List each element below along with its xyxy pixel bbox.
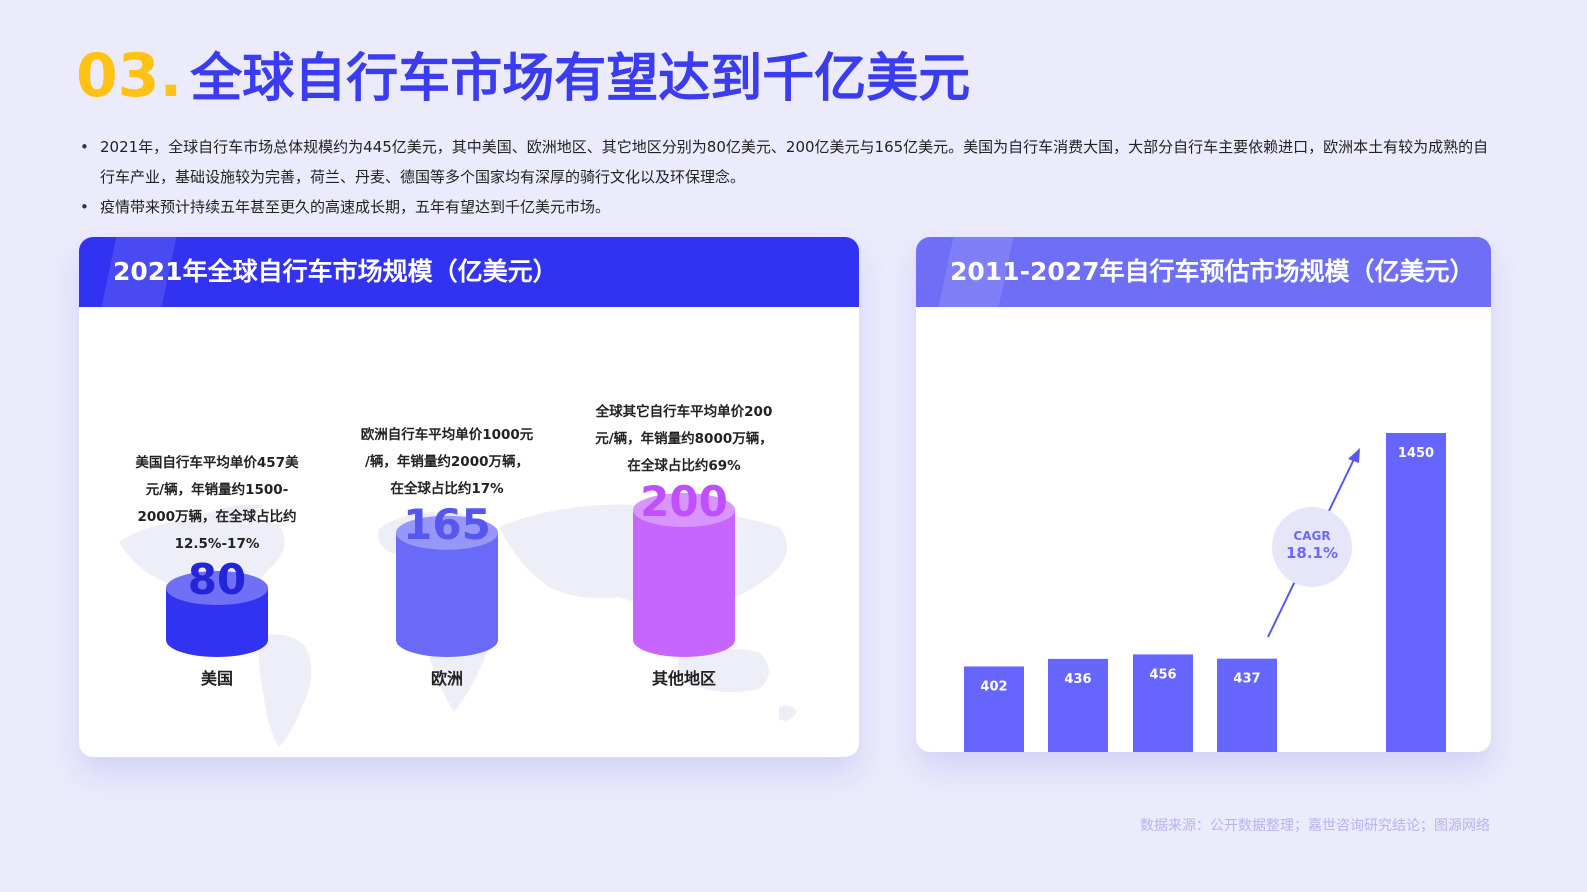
cylinder-1: 165 欧洲 欧洲自行车平均单价1000元/辆，年销量约2000万辆， 在全球占比约1… xyxy=(361,426,534,688)
arrowhead-icon xyxy=(1348,448,1360,463)
bar xyxy=(1048,658,1108,752)
bar-value-label: 436 xyxy=(1064,672,1091,687)
cagr-label: CAGR xyxy=(1293,529,1330,543)
cylinder-body xyxy=(633,510,735,657)
note-line: 在全球占比约17% xyxy=(390,480,504,497)
card-title: 2011-2027年自行车预估市场规模（亿美元） xyxy=(950,257,1475,286)
market-2021-card: 2021年全球自行车市场规模（亿美元） 80 美国 美国自行车平均单价457美 元/辆… xyxy=(79,237,859,757)
cylinder-top xyxy=(396,515,498,550)
cagr-bubble xyxy=(1272,507,1352,587)
market-forecast-card: 2011-2027年自行车预估市场规模（亿美元） 402201143620154… xyxy=(916,237,1491,752)
value-label: 80 xyxy=(188,555,246,604)
bar-2027E: 14502027E xyxy=(1386,433,1446,752)
bar-2020: 4372020 xyxy=(1217,658,1277,752)
section-number: 03. xyxy=(76,41,183,111)
cylinder-body xyxy=(396,532,498,657)
card-header: 2011-2027年自行车预估市场规模（亿美元） xyxy=(916,237,1491,307)
bullet-item: 2021年，全球自行车市场总体规模约为445亿美元，其中美国、欧洲地区、其它地区… xyxy=(80,132,1500,192)
bar xyxy=(964,666,1024,752)
cylinder-body xyxy=(166,588,268,657)
card-title: 2021年全球自行车市场规模（亿美元） xyxy=(113,257,558,286)
bar-2016: 4562016 xyxy=(1133,654,1193,752)
cylinder-top xyxy=(166,571,268,605)
data-source: 数据来源：公开数据整理；嘉世咨询研究结论；图源网络 xyxy=(1140,818,1490,834)
category-label: 欧洲 xyxy=(431,669,463,688)
category-label: 其他地区 xyxy=(652,669,716,688)
bar-value-label: 437 xyxy=(1233,672,1260,687)
cagr-value: 18.1% xyxy=(1286,544,1338,562)
category-label: 美国 xyxy=(201,669,233,688)
bar-value-label: 456 xyxy=(1149,667,1176,682)
forecast-bar-chart: 4022011 4362015 4562016 4372020 14502027E CAG… xyxy=(964,433,1446,752)
page-title: 03. 全球自行车市场有望达到千亿美元 xyxy=(76,40,970,115)
bar xyxy=(1386,433,1446,752)
bullet-list: 2021年，全球自行车市场总体规模约为445亿美元，其中美国、欧洲地区、其它地区… xyxy=(80,132,1500,222)
note-line: 美国自行车平均单价457美 xyxy=(135,454,299,471)
note-line: 欧洲自行车平均单价1000元 xyxy=(361,426,534,443)
cylinder-top xyxy=(633,493,735,527)
value-label: 200 xyxy=(640,477,728,526)
card-header: 2021年全球自行车市场规模（亿美元） xyxy=(79,237,859,307)
cylinder-2: 200 其他地区 全球其它自行车平均单价200 元/辆，年销量约8000万辆， 在全球占… xyxy=(595,403,773,688)
note-line: 全球其它自行车平均单价200 xyxy=(595,403,773,420)
bar-value-label: 1450 xyxy=(1398,446,1434,461)
note-line: /辆，年销量约2000万辆， xyxy=(365,453,529,470)
note-line: 元/辆，年销量约8000万辆， xyxy=(595,430,773,447)
bar-value-label: 402 xyxy=(980,679,1007,694)
bar-2011: 4022011 xyxy=(964,666,1024,752)
note-line: 2000万辆，在全球占比约 xyxy=(137,508,296,525)
title-text: 全球自行车市场有望达到千亿美元 xyxy=(190,49,971,109)
note-line: 12.5%-17% xyxy=(175,536,260,552)
bar-2015: 4362015 xyxy=(1048,658,1108,752)
bar xyxy=(1217,658,1277,752)
note-line: 在全球占比约69% xyxy=(627,457,741,474)
bar xyxy=(1133,654,1193,752)
note-line: 元/辆，年销量约1500- xyxy=(146,481,289,498)
bullet-item: 疫情带来预计持续五年甚至更久的高速成长期，五年有望达到千亿美元市场。 xyxy=(80,192,1500,222)
value-label: 165 xyxy=(403,500,491,549)
